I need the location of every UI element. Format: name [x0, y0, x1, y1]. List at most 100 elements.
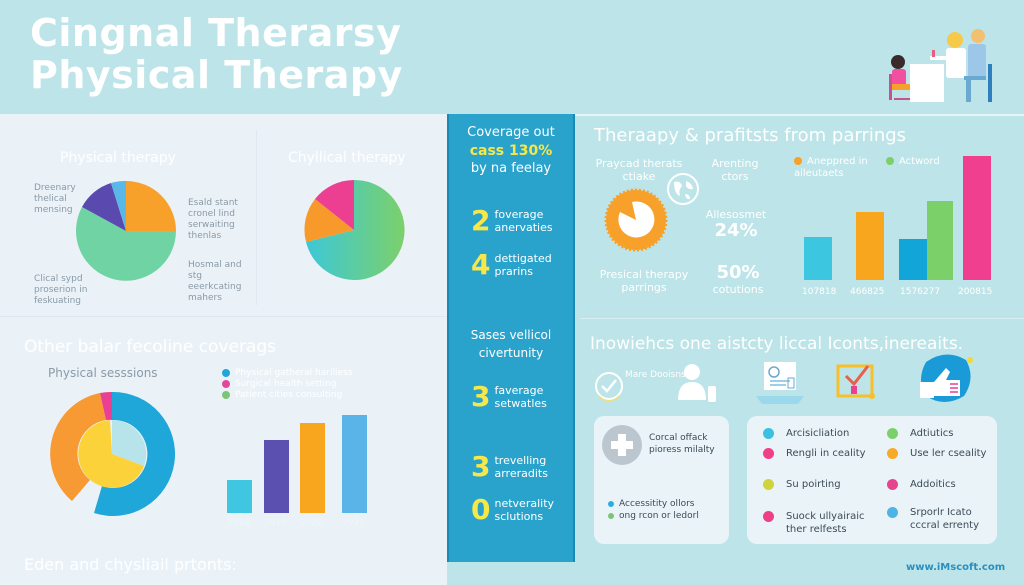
- divider: [575, 114, 1024, 116]
- bar: [300, 423, 325, 513]
- legend-item: Arcisicliation: [763, 427, 849, 440]
- stat-label: Allesosmet: [705, 208, 767, 221]
- legend-item: Adtiutics: [887, 427, 953, 440]
- bar: [227, 480, 252, 513]
- icons-section-title: Inowiehcs one aistcty liccal Iconts,iner…: [590, 334, 964, 354]
- stat-item: 3 faverage setwatles: [471, 380, 547, 413]
- legend-item: Srporlr Icato cccral errenty: [887, 506, 992, 532]
- legend-dot-green-icon: [222, 390, 230, 399]
- stat-label: Presical therapy parrings: [599, 268, 689, 294]
- card-title: Corcal offack pioress milalty: [649, 433, 715, 455]
- checkmark-circle-icon: [595, 372, 623, 402]
- footer-caption: Eden and chysliail prtonts:: [24, 555, 237, 574]
- person-user-icon: [678, 364, 716, 402]
- stat-label: Arenting ctors: [711, 157, 759, 183]
- pie1-label-top-left: Dreenary thelical mensing: [34, 183, 76, 215]
- legend-item: Suock ullyairaic ther relfests: [763, 510, 873, 536]
- info-card-left: Corcal offack pioress milalty Accessitit…: [594, 416, 729, 544]
- pie2-title: Chyllical therapy: [288, 150, 406, 166]
- stat-item: 3 trevelling arreradits: [471, 450, 548, 483]
- bar-label: 2019: [264, 518, 287, 528]
- bar-label: 466825: [850, 287, 885, 297]
- legend-dot-blue-icon: [608, 500, 614, 507]
- center-header: Coverage out cass 130% by na feelay: [449, 124, 573, 178]
- center-mid-title: Sases vellicol civertunity: [470, 328, 552, 360]
- bar: [927, 201, 953, 280]
- divider: [0, 316, 447, 317]
- card-legend: Accessitity ollors ong rcon or ledorl: [608, 498, 699, 522]
- thumbs-up-hand-icon: [920, 354, 973, 402]
- laptop-document-icon: [756, 362, 804, 404]
- badge-seal-icon: [604, 188, 668, 252]
- bar: [963, 156, 991, 280]
- stat-value: 24%: [714, 220, 758, 241]
- title-line-1: Cingnal Therarsy: [30, 11, 402, 55]
- pie1-label-right-top: Esald stant cronel lind serwaiting thenl…: [188, 198, 238, 241]
- bar: [342, 415, 367, 513]
- legend-dot-icon: [887, 479, 898, 490]
- bar-label: 2020: [300, 518, 323, 528]
- consultation-illustration-icon: [889, 29, 992, 102]
- stat-item: 4 dettigated prarins: [471, 248, 552, 281]
- legend-dot-icon: [887, 428, 898, 439]
- donut-title: Physical sesssions: [48, 366, 158, 380]
- divider: [256, 130, 257, 305]
- bar: [264, 440, 289, 513]
- bottom-legend: Physical gatheral hariliess Surgical hea…: [222, 368, 352, 401]
- legend-item: Surgical health setting: [222, 379, 352, 390]
- legend-item: Aneppred in aileutaets: [794, 156, 868, 179]
- bar: [804, 237, 832, 280]
- bar: [856, 212, 884, 280]
- bar-label: 107818: [802, 287, 837, 297]
- legend-item: Actword: [886, 156, 940, 167]
- stat-item: 0 netverality sclutions: [471, 493, 555, 526]
- coverage-highlight: cass 130%: [469, 143, 553, 159]
- bar-label: 1576277: [900, 287, 941, 297]
- pie1-label-right-bottom: Hosmal and stg eeerkcating mahers: [188, 260, 242, 303]
- legend-dot-blue-icon: [222, 368, 230, 377]
- bar: [899, 239, 927, 280]
- legend-dot-orange-icon: [794, 157, 802, 165]
- bar-label: 2018: [227, 518, 250, 528]
- stat-label: Praycad therats ctiake: [595, 157, 683, 183]
- legend-item: ong rcon or ledorl: [608, 510, 699, 522]
- legend-item: Use ler cseality: [887, 447, 986, 460]
- legend-item: Rengli in ceality: [763, 447, 866, 460]
- title-line-2: Physical Therapy: [30, 53, 403, 97]
- legend-dot-icon: [763, 428, 774, 439]
- donut-chart-physical-sessions: [50, 391, 176, 516]
- pie1-title: Physical therapy: [60, 150, 176, 166]
- legend-item: Su poirting: [763, 478, 841, 491]
- legend-item: Accessitity ollors: [608, 498, 699, 510]
- medical-cross-icon: [602, 425, 642, 465]
- section-title-coverage: Other balar fecoline coverags: [24, 337, 277, 357]
- legend-item: Physical gatheral hariliess: [222, 368, 352, 379]
- legend-dot-icon: [887, 507, 898, 518]
- pie1-label-bottom-left: Clical sypd proserion in feskuating: [34, 274, 88, 306]
- footer-url[interactable]: www.iMscoft.com: [906, 562, 1006, 573]
- legend-dot-icon: [763, 448, 774, 459]
- pie-chart-physical-therapy: [76, 180, 176, 281]
- stat-value: 50%: [716, 262, 760, 283]
- legend-dot-green-icon: [608, 512, 614, 519]
- legend-dot-icon: [763, 511, 774, 522]
- info-card-right: Arcisicliation Adtiutics Rengli in ceali…: [747, 416, 997, 544]
- center-coverage-column: Coverage out cass 130% by na feelay 2 fo…: [447, 114, 575, 562]
- legend-item: Addoitics: [887, 478, 956, 491]
- pie-chart-chyllical-therapy: [304, 179, 405, 280]
- checklist-board-icon: [836, 364, 875, 399]
- globe-icon: [667, 173, 699, 205]
- legend-dot-icon: [763, 479, 774, 490]
- stat-item: 2 foverage anervaties: [471, 204, 553, 237]
- page-title: Cingnal Therarsy Physical Therapy: [30, 12, 403, 96]
- therapy-profits-title: Theraapy & prafitsts from parrings: [594, 125, 907, 146]
- legend-dot-green-icon: [886, 157, 894, 165]
- legend-dot-icon: [887, 448, 898, 459]
- divider: [580, 318, 1024, 319]
- legend-dot-pink-icon: [222, 379, 230, 388]
- legend-item: Patient cities consulting: [222, 390, 352, 401]
- bar-label: 200815: [958, 287, 993, 297]
- stat-label: cotutions: [712, 283, 764, 296]
- bar-label: 2021: [342, 518, 365, 528]
- icon-label: Mare Dooisns: [625, 370, 686, 380]
